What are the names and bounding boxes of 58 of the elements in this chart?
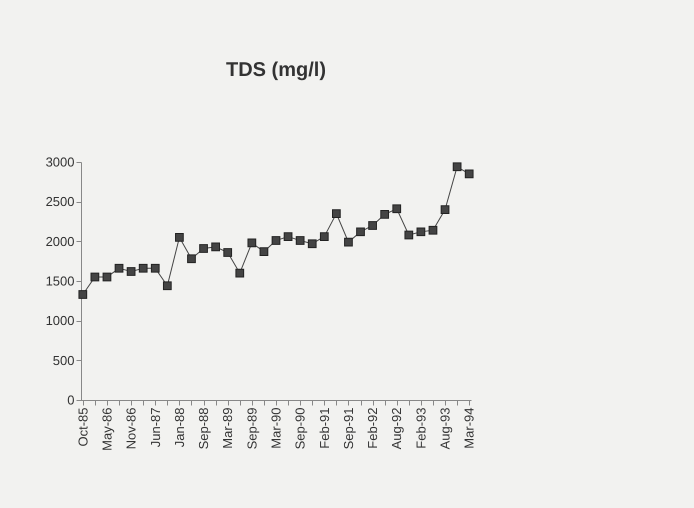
x-tick-label: Sep-90 <box>292 408 308 450</box>
point <box>464 170 474 178</box>
point <box>187 254 196 264</box>
point <box>368 221 377 230</box>
point <box>392 204 402 214</box>
y-tick-label: 1000 <box>46 313 74 328</box>
point <box>199 244 208 253</box>
x-tick-label: May-86 <box>99 408 114 451</box>
x-tick-label: Sep-88 <box>196 408 212 450</box>
point <box>235 268 244 278</box>
point <box>260 247 268 256</box>
point <box>284 232 292 241</box>
x-tick-label: Jan-88 <box>172 408 187 448</box>
point <box>211 242 220 252</box>
chart-title: TDS (mg/l) <box>226 59 326 81</box>
x-tick-label: Nov-86 <box>124 408 139 450</box>
x-tick-label: Feb-91 <box>316 408 332 449</box>
point <box>440 205 450 214</box>
point <box>308 239 317 248</box>
y-tick-label: 1500 <box>46 274 74 288</box>
x-tick-label: Aug-92 <box>389 408 404 450</box>
point <box>138 264 148 273</box>
point <box>114 264 124 273</box>
point <box>90 272 100 282</box>
point <box>428 226 438 235</box>
point <box>404 230 414 240</box>
x-tick-label: Mar-90 <box>268 408 284 449</box>
point <box>296 236 305 245</box>
y-tick-label: 2500 <box>46 194 74 210</box>
point <box>344 238 353 246</box>
x-tick-label: Mar-94 <box>462 408 477 449</box>
x-tick-label: Feb-93 <box>413 408 428 449</box>
point <box>223 248 232 257</box>
point <box>150 264 160 273</box>
point <box>380 210 390 219</box>
point <box>320 232 329 241</box>
point <box>356 227 365 236</box>
y-tick-label: 3000 <box>46 154 74 170</box>
y-tick-label: 500 <box>52 352 74 368</box>
x-tick-label: Oct-85 <box>75 408 90 447</box>
point <box>416 227 426 236</box>
point <box>272 236 280 245</box>
point <box>175 232 184 242</box>
y-tick-label: 2000 <box>46 234 74 249</box>
point <box>78 290 88 299</box>
point <box>452 162 462 172</box>
x-tick-label: Aug-93 <box>438 408 453 450</box>
x-tick-label: Feb-92 <box>365 408 380 449</box>
x-tick-label: Mar-89 <box>220 408 236 449</box>
x-tick-label: Sep-89 <box>244 408 260 450</box>
y-tick-label: 0 <box>67 392 74 408</box>
point <box>162 281 172 290</box>
x-tick-label: Jun-87 <box>148 408 163 448</box>
point <box>102 272 112 282</box>
x-tick-label: Sep-91 <box>340 408 356 450</box>
point <box>126 267 136 276</box>
point <box>247 238 256 248</box>
point <box>332 209 341 218</box>
